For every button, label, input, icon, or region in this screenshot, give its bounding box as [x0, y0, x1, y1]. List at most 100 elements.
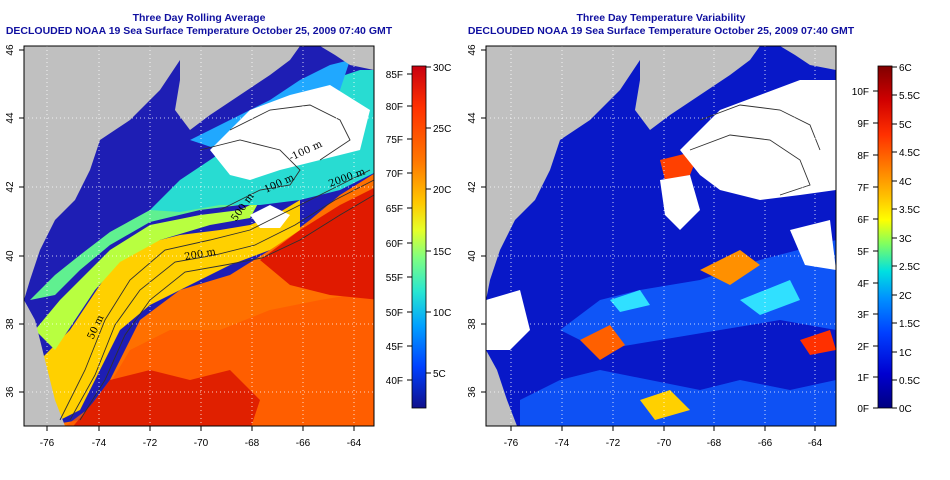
colorbar-f-label: 0F [857, 404, 869, 415]
left-colorbar-celsius-axis: 30C 25C 20C 15C 10C 5C [426, 63, 451, 380]
cloud-mask [250, 205, 290, 228]
left-map-frame [23, 45, 375, 427]
y-tick-label: 36 [467, 386, 478, 398]
colorbar-f-label: 80F [386, 102, 403, 113]
colorbar-f-label: 10F [852, 87, 869, 98]
colorbar-c-label: 4.5C [899, 148, 920, 159]
land-mass [320, 46, 374, 70]
shelf-water-band [40, 200, 300, 420]
right-title-line1: Three Day Temperature Variability [576, 12, 745, 24]
land-mass [780, 46, 836, 70]
x-tick-label: -66 [296, 438, 311, 449]
left-map: -100 m 100 m 2000 m 500 m 200 m 50 m [24, 46, 374, 426]
colorbar-f-label: 1F [857, 373, 869, 384]
y-tick-label: 40 [5, 250, 16, 262]
colorbar-f-label: 85F [386, 70, 403, 81]
colorbar-f-label: 75F [386, 135, 403, 146]
shelf-water-band [35, 200, 260, 350]
variability-patch [560, 240, 836, 350]
land-mass [486, 46, 640, 300]
x-tick-label: -66 [758, 438, 773, 449]
colorbar-c-label: 3.5C [899, 205, 920, 216]
x-tick-label: -68 [707, 438, 722, 449]
colorbar-c-label: 25C [433, 124, 451, 135]
colorbar-c-label: 3C [899, 234, 912, 245]
colorbar-c-label: 15C [433, 247, 451, 258]
colorbar-f-label: 50F [386, 308, 403, 319]
right-colorbar-fahrenheit-axis: 10F 9F 8F 7F 6F 5F 4F 3F 2F 1F 0F [852, 87, 878, 415]
land-mass [24, 300, 65, 426]
variability-hotspot [800, 330, 836, 355]
depth-contour [199, 139, 301, 211]
colorbar-c-label: 6C [899, 63, 912, 74]
variability-hotspot [610, 290, 650, 312]
colorbar-c-label: 30C [433, 63, 451, 74]
variability-hotspot [580, 325, 625, 360]
colorbar-c-label: 5C [433, 369, 446, 380]
colorbar-f-label: 70F [386, 169, 403, 180]
y-tick-label: 42 [467, 181, 478, 193]
colorbar-f-label: 60F [386, 239, 403, 250]
left-colorbar [411, 65, 427, 409]
graticule [24, 46, 374, 426]
variability-hotspot [740, 280, 800, 315]
depth-contour [689, 134, 811, 196]
colorbar-f-label: 45F [386, 342, 403, 353]
variability-hotspot [640, 390, 690, 420]
colorbar-c-label: 2.5C [899, 262, 920, 273]
colorbar-f-label: 3F [857, 310, 869, 321]
y-tick-label: 38 [467, 318, 478, 330]
x-tick-label: -76 [504, 438, 519, 449]
x-tick-label: -74 [92, 438, 107, 449]
x-tick-label: -76 [40, 438, 55, 449]
y-tick-label: 38 [5, 318, 16, 330]
cloud-mask [660, 175, 700, 230]
y-tick-label: 46 [5, 44, 16, 56]
land-mass [635, 46, 760, 130]
cloud-mask [486, 290, 530, 350]
depth-contour [79, 194, 374, 421]
x-tick-label: -72 [143, 438, 158, 449]
colorbar-f-label: 5F [857, 247, 869, 258]
colorbar-c-label: 4C [899, 177, 912, 188]
colorbar-f-label: 8F [857, 151, 869, 162]
x-tick-label: -72 [606, 438, 621, 449]
depth-contour [69, 179, 374, 421]
left-title-line2: DECLOUDED NOAA 19 Sea Surface Temperatur… [6, 25, 393, 37]
cloud-mask [680, 80, 836, 200]
land-mass [486, 350, 517, 426]
cloud-mask [210, 85, 370, 180]
left-colorbar-fahrenheit-axis: 85F 80F 75F 70F 65F 60F 55F 50F 45F 40F [386, 70, 412, 387]
depth-contour [59, 169, 371, 421]
colorbar-c-label: 1.5C [899, 319, 920, 330]
x-tick-label: -68 [245, 438, 260, 449]
colorbar-f-label: 9F [857, 119, 869, 130]
land-mass [175, 46, 300, 130]
colorbar-f-label: 7F [857, 183, 869, 194]
colorbar-f-label: 4F [857, 279, 869, 290]
x-tick-label: -70 [657, 438, 672, 449]
depth-contour [229, 104, 351, 161]
graticule [486, 46, 836, 426]
colorbar-f-label: 55F [386, 273, 403, 284]
x-tick-label: -70 [194, 438, 209, 449]
y-tick-label: 46 [467, 44, 478, 56]
right-x-axis: -76 -74 -72 -70 -68 -66 -64 [504, 426, 823, 449]
land-mass [24, 46, 180, 300]
y-tick-label: 36 [5, 386, 16, 398]
left-y-axis: 36 38 40 42 44 46 [5, 44, 24, 398]
colorbar-c-label: 0.5C [899, 376, 920, 387]
y-tick-label: 42 [5, 181, 16, 193]
right-title-line2: DECLOUDED NOAA 19 Sea Surface Temperatur… [468, 25, 855, 37]
colorbar-c-label: 0C [899, 404, 912, 415]
colorbar-f-label: 2F [857, 342, 869, 353]
colorbar-c-label: 2C [899, 291, 912, 302]
y-tick-label: 40 [467, 250, 478, 262]
y-tick-label: 44 [467, 112, 478, 124]
colorbar-c-label: 5C [899, 120, 912, 131]
cloud-mask [790, 220, 836, 270]
colorbar-f-label: 40F [386, 376, 403, 387]
colorbar-c-label: 10C [433, 308, 451, 319]
x-tick-label: -64 [808, 438, 823, 449]
